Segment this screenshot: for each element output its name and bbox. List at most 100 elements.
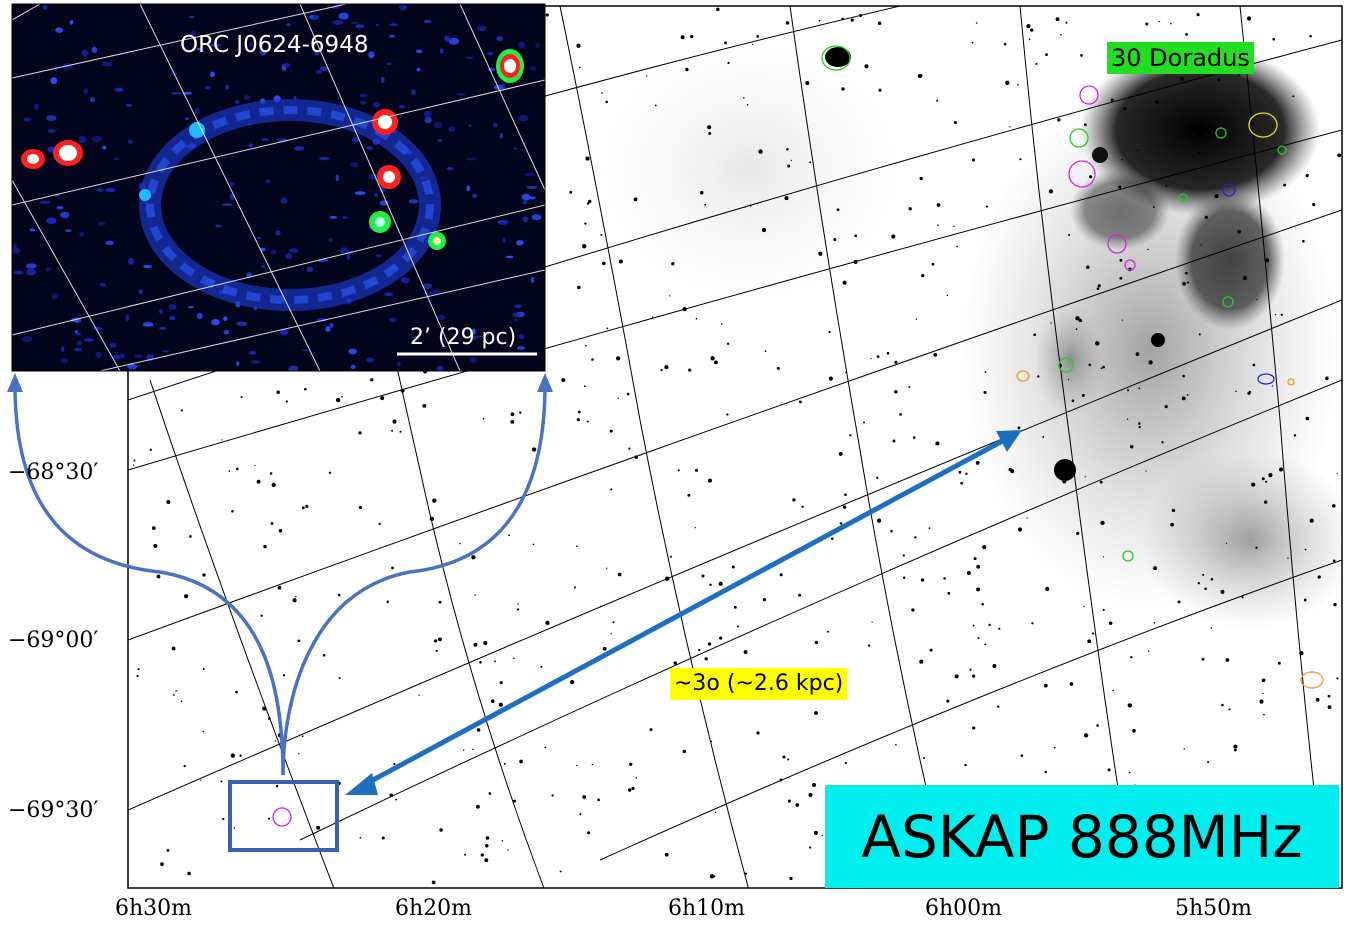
point-source [1035, 62, 1038, 65]
inset-noise-blob [125, 314, 130, 321]
point-source [459, 542, 461, 545]
inset-noise-blob [102, 61, 113, 67]
point-source [488, 792, 492, 795]
point-source [483, 640, 488, 646]
point-source [956, 245, 958, 248]
inset-noise-blob [95, 351, 102, 358]
inset-frame [11, 3, 546, 372]
point-source [418, 694, 420, 696]
point-source [1264, 500, 1268, 504]
point-source [876, 476, 879, 479]
inset-noise-blob [522, 200, 528, 205]
point-source [1207, 761, 1210, 764]
point-source [1201, 657, 1205, 661]
point-source [688, 368, 692, 372]
point-source [762, 598, 766, 602]
point-source [422, 404, 427, 408]
point-source [718, 581, 723, 586]
point-source [818, 19, 821, 22]
point-source [727, 61, 730, 65]
point-source [928, 527, 931, 530]
point-source [180, 700, 183, 703]
inset-noise-blob [185, 117, 190, 120]
inset-noise-blob [416, 49, 423, 54]
point-source [894, 390, 898, 394]
inset-noise-blob [280, 329, 289, 336]
point-source [984, 371, 987, 373]
point-source [694, 468, 699, 472]
point-source [292, 598, 297, 603]
inset-noise-blob [530, 66, 537, 71]
point-source [814, 711, 818, 715]
point-source [1110, 98, 1114, 102]
point-source [764, 350, 767, 353]
point-source [153, 543, 158, 548]
point-source [1312, 203, 1316, 207]
point-source [479, 660, 482, 664]
point-source [1145, 470, 1147, 472]
inset-noise-blob [439, 48, 444, 54]
point-source [582, 244, 587, 249]
point-source [713, 360, 718, 365]
point-source [712, 875, 716, 878]
point-source [779, 573, 783, 577]
point-source [545, 13, 549, 17]
point-source [826, 630, 829, 633]
inset-noise-blob [114, 87, 124, 92]
point-source [586, 202, 590, 205]
point-source [1137, 422, 1141, 425]
inset-noise-blob [225, 84, 229, 90]
point-source [1153, 566, 1158, 571]
point-source [1183, 748, 1186, 750]
inset-noise-blob [159, 326, 167, 330]
inset-noise-blob [13, 270, 24, 275]
inset-noise-blob [502, 237, 506, 244]
point-source [579, 813, 582, 816]
point-source [1100, 367, 1103, 370]
point-source [828, 376, 833, 381]
point-source [687, 493, 691, 497]
emission-filaments [1175, 190, 1285, 330]
point-source [189, 535, 192, 538]
inset-noise-blob [466, 157, 477, 161]
inset-noise-blob [389, 23, 398, 27]
emission-clump [1070, 170, 1170, 250]
point-source [610, 633, 612, 635]
point-source [724, 41, 728, 45]
point-source [801, 505, 804, 508]
point-source [899, 413, 902, 416]
point-source [964, 763, 967, 767]
inset-noise-blob [120, 353, 125, 359]
point-source [1272, 37, 1276, 41]
inset-noise-blob [262, 138, 270, 141]
inset-noise-blob [210, 43, 222, 47]
point-source [585, 156, 590, 161]
point-source [673, 661, 677, 665]
inset-noise-blob [437, 139, 442, 142]
point-source [965, 472, 968, 475]
point-source [870, 357, 872, 360]
point-source [842, 280, 847, 285]
point-source [1274, 313, 1277, 316]
point-source [936, 203, 941, 207]
inset-noise-blob [248, 41, 253, 48]
point-source [1228, 708, 1231, 711]
inset-noise-blob [188, 16, 195, 19]
inset-noise-blob [375, 254, 382, 258]
point-source [680, 35, 685, 40]
point-source [892, 439, 896, 443]
point-source [1287, 557, 1289, 559]
point-source [743, 97, 745, 99]
inset-noise-blob [171, 92, 182, 95]
point-source [1177, 600, 1181, 604]
point-source [1119, 258, 1123, 262]
inset-noise-blob [236, 361, 240, 367]
point-source [584, 222, 587, 225]
point-source [570, 679, 575, 685]
inset-noise-blob [325, 326, 331, 332]
point-source [585, 344, 587, 347]
inset-noise-blob [433, 121, 443, 129]
point-source [627, 788, 632, 792]
inset-noise-blob [329, 216, 338, 219]
point-source [933, 352, 938, 357]
